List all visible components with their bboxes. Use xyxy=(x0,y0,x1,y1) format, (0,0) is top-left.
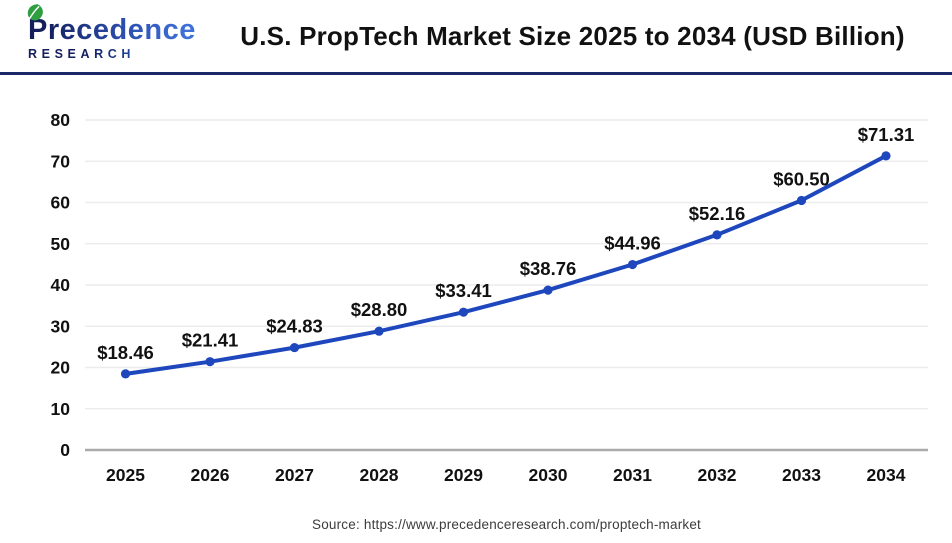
data-point-label: $44.96 xyxy=(604,233,661,254)
x-tick-label: 2027 xyxy=(275,465,314,485)
data-point xyxy=(205,357,215,367)
logo-wordmark: Precedence xyxy=(28,14,203,45)
y-tick-label: 60 xyxy=(51,193,71,213)
data-point xyxy=(796,195,807,206)
x-tick-label: 2033 xyxy=(782,465,821,485)
data-point-label: $28.80 xyxy=(351,299,408,320)
y-tick-label: 50 xyxy=(51,234,71,254)
y-tick-label: 40 xyxy=(51,275,71,295)
data-point-label: $52.16 xyxy=(689,203,746,224)
data-point-label: $33.41 xyxy=(435,280,492,301)
y-tick-label: 70 xyxy=(51,151,71,171)
data-point xyxy=(120,369,131,379)
data-point-label: $38.76 xyxy=(520,258,577,279)
data-point xyxy=(543,285,553,295)
data-point-label: $60.50 xyxy=(773,168,830,189)
header: Precedence RESEARCH U.S. PropTech Market… xyxy=(0,0,952,72)
data-point-label: $71.31 xyxy=(858,124,915,145)
y-tick-label: 10 xyxy=(51,399,71,419)
x-tick-label: 2025 xyxy=(106,465,145,485)
data-point xyxy=(458,307,469,317)
data-point-label: $18.46 xyxy=(97,342,154,363)
line-chart: 0 10 20 30 40 50 60 70 80 2025 2026 2027 2028 2029 203… xyxy=(0,75,952,505)
x-tick-label: 2028 xyxy=(360,465,399,485)
precedence-research-logo: Precedence RESEARCH xyxy=(27,4,203,61)
data-point xyxy=(881,151,891,161)
data-point xyxy=(712,230,722,240)
source-text: Source: https://www.precedenceresearch.c… xyxy=(311,517,702,532)
x-tick-label: 2029 xyxy=(444,465,483,485)
logo-subtitle: RESEARCH xyxy=(28,47,203,61)
y-tick-label: 30 xyxy=(51,316,71,336)
data-point xyxy=(627,259,638,270)
data-point-label: $21.41 xyxy=(182,330,239,351)
trend-line xyxy=(123,153,888,376)
x-tick-label: 2026 xyxy=(191,465,230,485)
x-tick-label: 2032 xyxy=(698,465,737,485)
data-point xyxy=(289,342,300,353)
data-point xyxy=(374,326,384,336)
header-divider xyxy=(0,72,952,75)
data-point-label: $24.83 xyxy=(266,316,323,337)
y-tick-label: 0 xyxy=(60,440,70,460)
x-tick-label: 2034 xyxy=(867,465,906,485)
chart-title: U.S. PropTech Market Size 2025 to 2034 (… xyxy=(240,20,905,51)
y-tick-label: 20 xyxy=(51,358,71,378)
x-tick-label: 2030 xyxy=(529,465,568,485)
y-tick-label: 80 xyxy=(51,110,71,130)
x-tick-label: 2031 xyxy=(613,465,652,485)
